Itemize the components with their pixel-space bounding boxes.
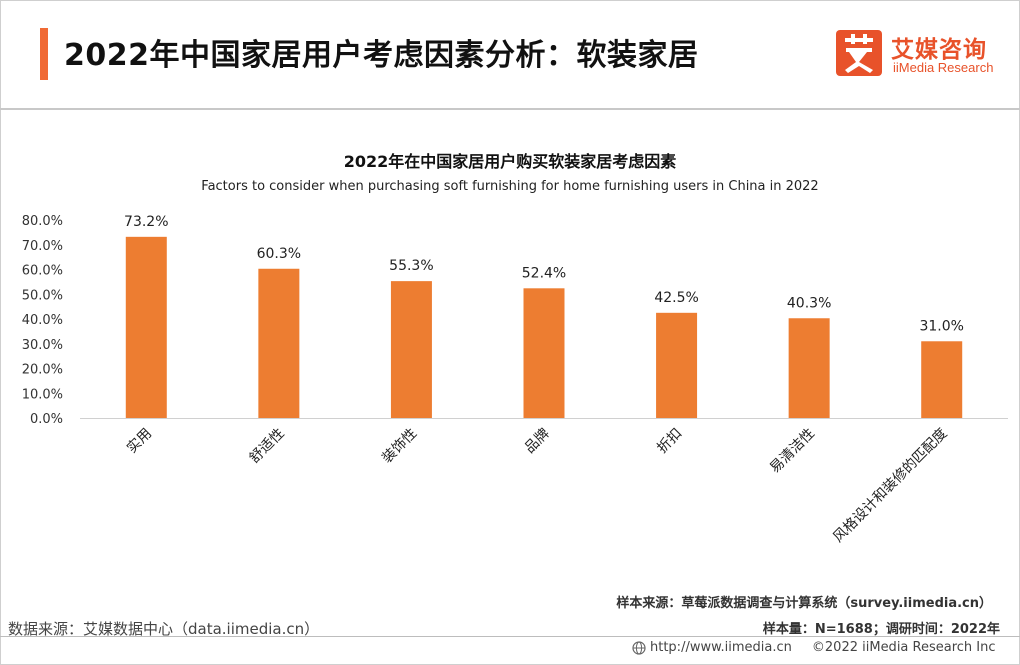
data-source: 数据来源：艾媒数据中心（data.iimedia.cn） — [8, 620, 320, 638]
chart-subtitle: Factors to consider when purchasing soft… — [201, 179, 819, 194]
iimedia-logo: 艾媒咨询 iiMedia Research — [836, 30, 1006, 78]
x-tick-label: 品牌 — [521, 425, 553, 457]
data-label: 40.3% — [787, 295, 831, 311]
sample-source: 样本来源：草莓派数据调查与计算系统（survey.iimedia.cn） — [616, 596, 992, 611]
x-tick-label: 实用 — [124, 426, 155, 457]
bar — [258, 268, 300, 418]
bar — [656, 312, 698, 418]
x-tick-label: 风格设计和装修的匹配度 — [830, 426, 950, 546]
chart-title: 2022年在中国家居用户购买软装家居考虑因素 — [343, 152, 677, 171]
x-tick-label: 折扣 — [654, 426, 685, 457]
footer-divider — [0, 636, 1020, 637]
data-label: 73.2% — [124, 214, 168, 230]
x-tick-label: 舒适性 — [247, 426, 288, 467]
page-title: 2022年中国家居用户考虑因素分析：软装家居 — [64, 38, 699, 73]
logo-text-en: iiMedia Research — [893, 60, 994, 75]
bar — [788, 318, 830, 418]
data-label: 52.4% — [522, 265, 566, 281]
footer-bar: http://www.iimedia.cn ©2022 iiMedia Resea… — [632, 640, 996, 655]
copyright: ©2022 iiMedia Research Inc — [811, 640, 996, 655]
website-link[interactable]: http://www.iimedia.cn — [650, 640, 792, 655]
y-tick-label: 30.0% — [22, 338, 63, 353]
y-tick-label: 10.0% — [22, 387, 63, 402]
bar — [921, 341, 963, 418]
globe-icon — [632, 640, 646, 655]
sample-size: 样本量：N=1688；调研时间：2022年 — [762, 622, 1000, 637]
iimedia-logo-icon — [836, 30, 882, 76]
y-tick-label: 70.0% — [22, 239, 63, 254]
x-tick-label: 易清洁性 — [767, 426, 818, 477]
bar — [125, 236, 167, 418]
bar — [523, 288, 565, 418]
y-tick-label: 40.0% — [22, 313, 63, 328]
logo-text-cn: 艾媒咨询 — [891, 37, 987, 63]
x-tick-label: 装饰性 — [379, 426, 420, 467]
data-label: 31.0% — [919, 318, 963, 334]
y-tick-label: 80.0% — [22, 214, 63, 229]
data-label: 55.3% — [389, 258, 433, 274]
bar — [390, 281, 432, 418]
y-tick-label: 0.0% — [30, 412, 63, 427]
data-label: 42.5% — [654, 290, 698, 306]
data-label: 60.3% — [257, 246, 301, 262]
title-accent-bar — [40, 28, 48, 80]
y-tick-label: 20.0% — [22, 363, 63, 378]
y-tick-label: 60.0% — [22, 264, 63, 279]
y-tick-label: 50.0% — [22, 288, 63, 303]
header-divider — [0, 108, 1020, 110]
